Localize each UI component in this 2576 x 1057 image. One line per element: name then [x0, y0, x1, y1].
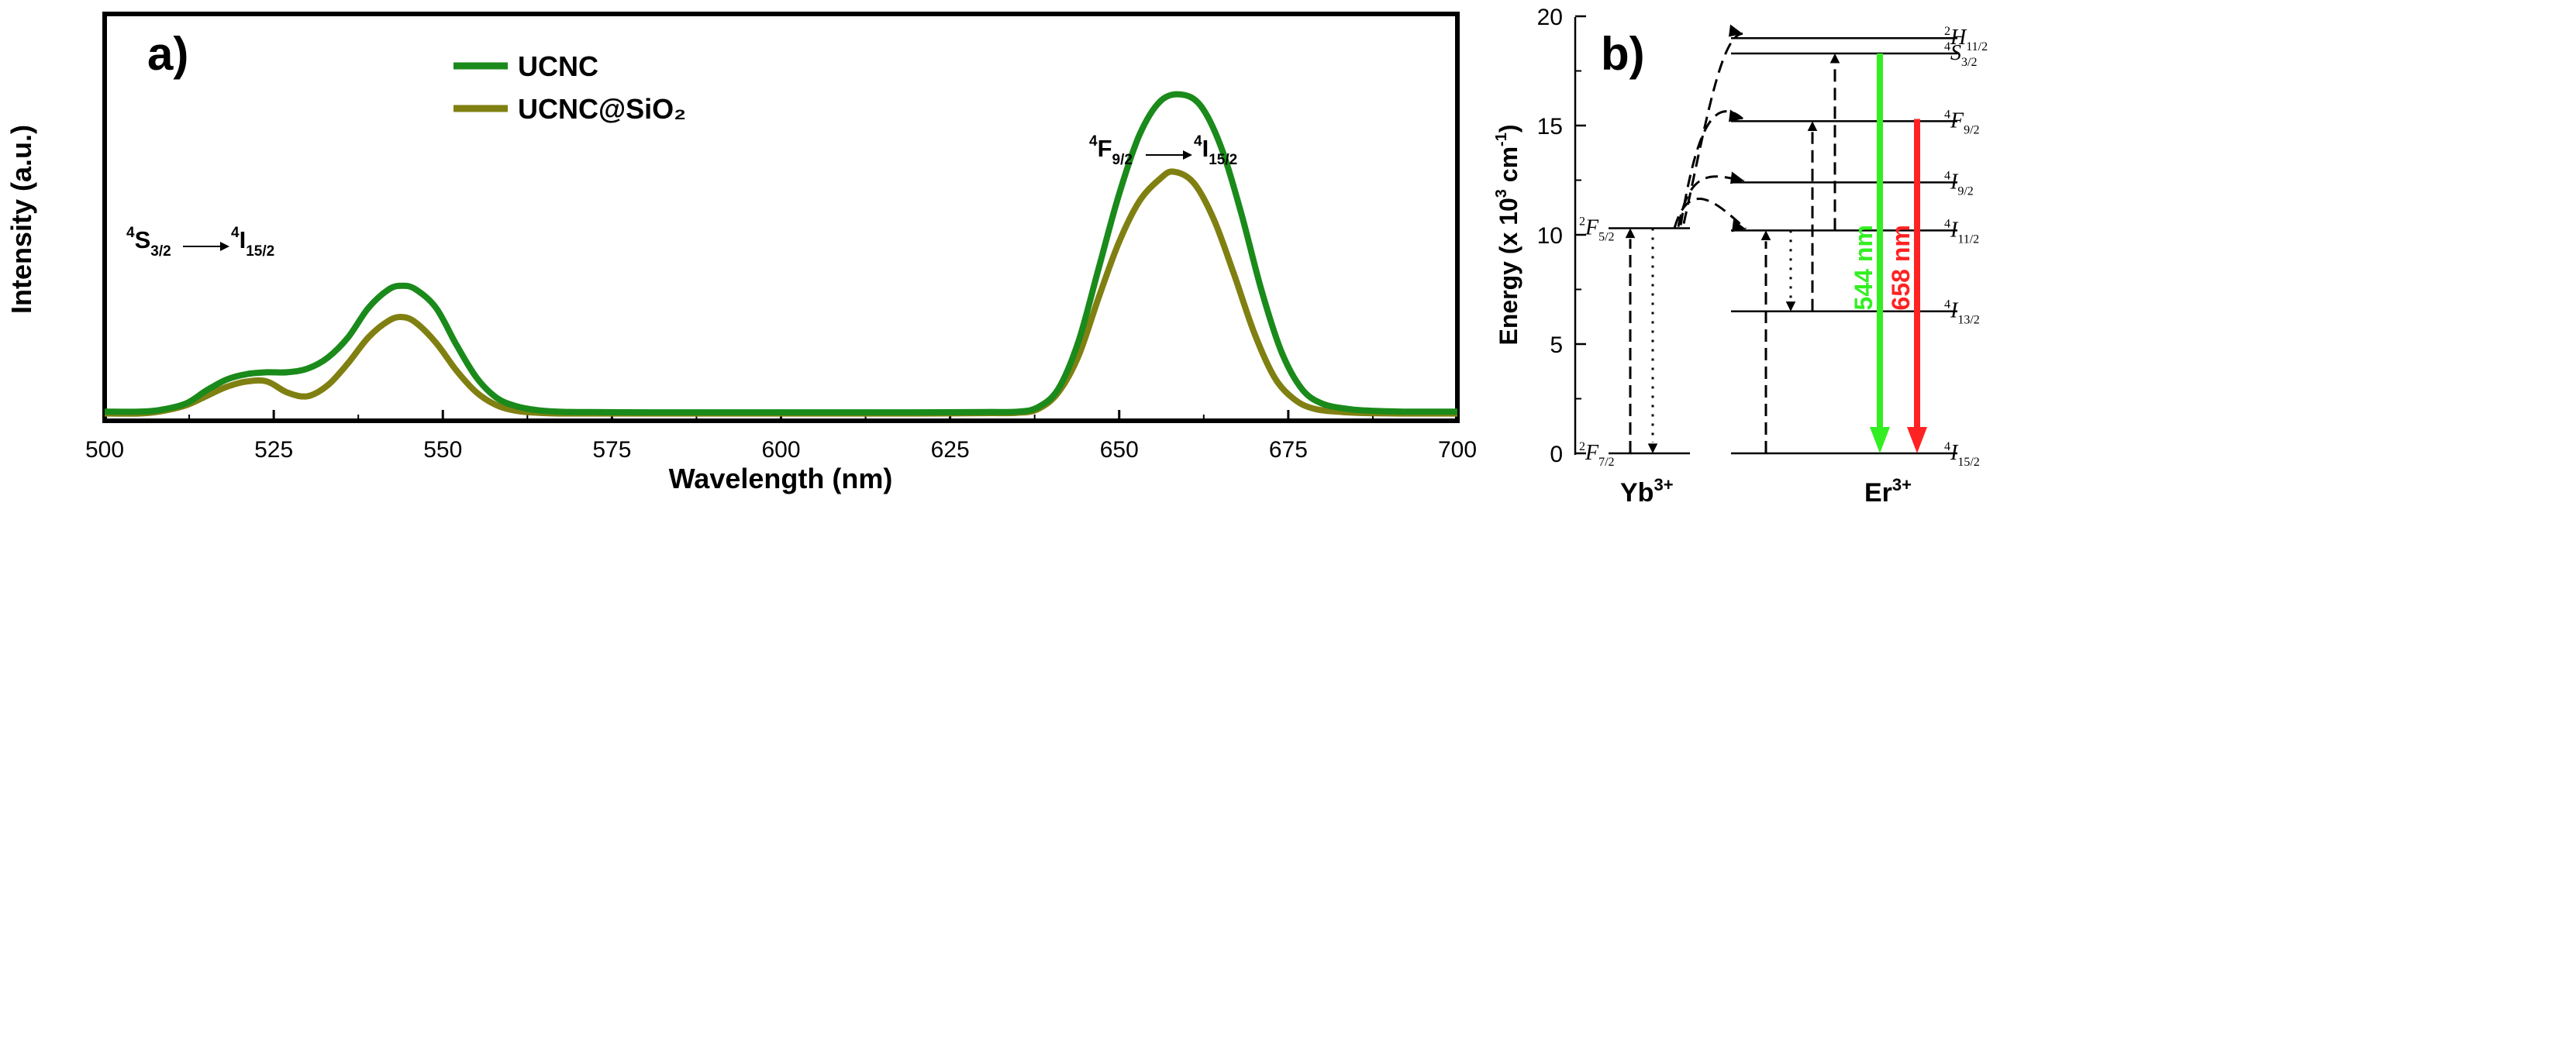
er-level-term: 4I11/2 — [1944, 217, 1979, 246]
legend-label-ucnc: UCNC — [518, 50, 598, 82]
energy-transfer-curve — [1673, 198, 1747, 230]
panel-a: 500 525 550 575 600 625 650 675 700 a) Wavelengt… — [5, 12, 1477, 494]
annotation-sub: 3/2 — [150, 243, 171, 260]
svg-text:4I15/2: 4I15/2 — [1194, 133, 1237, 168]
y-axis-label: Intensity (a.u.) — [5, 125, 37, 314]
annotation-prefix: 4 — [126, 225, 135, 241]
yb-ion-label: Yb3+ — [1620, 475, 1674, 508]
yb-ion-name: Yb — [1620, 478, 1654, 508]
annotation-arrowhead — [1183, 150, 1192, 160]
annotation-sub: 9/2 — [1112, 152, 1133, 168]
energy-transfer-curve — [1679, 110, 1743, 226]
legend: UCNC UCNC@SiO₂ — [453, 50, 686, 125]
er-level-term: 4F9/2 — [1944, 108, 1980, 136]
x-axis-label: Wavelength (nm) — [669, 463, 893, 494]
y-tick-label: 10 — [1537, 223, 1563, 249]
annotation-term: I — [1202, 135, 1209, 162]
emission-544-label: 544 nm — [1850, 225, 1878, 310]
er-level-term: 4I9/2 — [1944, 169, 1974, 198]
yb-level-term: 2F5/2 — [1579, 215, 1615, 244]
energy-label-close: ) — [1495, 124, 1522, 133]
x-tick-label: 550 — [423, 437, 462, 463]
annotation-term: F — [1098, 135, 1112, 162]
er-esa-arrowhead-2 — [1829, 53, 1840, 64]
legend-label-ucnc-sio2: UCNC@SiO₂ — [518, 93, 686, 125]
emission-658-label: 658 nm — [1887, 225, 1915, 310]
plot-a-series — [104, 91, 1457, 417]
er-relaxation-arrowhead — [1785, 301, 1796, 312]
emission-arrows: 544 nm 658 nm — [1850, 53, 1927, 453]
energy-axis-ticks: 0 5 10 15 20 — [1537, 5, 1586, 467]
energy-transfer-arrowhead — [1730, 171, 1744, 184]
y-tick-label: 15 — [1537, 114, 1563, 139]
y-tick-label: 0 — [1550, 442, 1563, 467]
svg-text:4F9/2: 4F9/2 — [1089, 133, 1133, 168]
energy-transfer-curve — [1682, 33, 1743, 224]
energy-label-unit-sup: -1 — [1493, 133, 1510, 146]
svg-text:4S3/2: 4S3/2 — [126, 225, 171, 260]
x-tick-label: 650 — [1100, 437, 1139, 463]
emission-544-arrowhead — [1870, 427, 1890, 453]
er-level-term: 2H11/2 — [1944, 25, 1988, 53]
plot-a-frame — [102, 12, 1460, 423]
yb-absorption-arrowhead — [1625, 228, 1636, 239]
energy-axis-label: Energy (x 103 cm-1) — [1493, 124, 1522, 345]
x-tick-label: 625 — [931, 437, 970, 463]
annotation-term: I — [240, 226, 247, 253]
x-tick-label: 525 — [254, 437, 293, 463]
y-tick-label: 5 — [1550, 332, 1563, 358]
er-level-term: 4I13/2 — [1944, 298, 1980, 327]
panel-a-label: a) — [147, 28, 188, 80]
annotation-prefix: 4 — [1089, 133, 1098, 150]
x-tick-label: 675 — [1269, 437, 1308, 463]
energy-label-text: Energy (x 10 — [1495, 198, 1522, 345]
annotation-prefix: 4 — [231, 225, 240, 241]
er-ion-charge: 3+ — [1892, 475, 1912, 494]
energy-transfer-arrowhead — [1729, 24, 1743, 37]
x-tick-label: 500 — [85, 437, 124, 463]
series-line-ucnc-sio2 — [104, 168, 1457, 417]
er-absorption-arrowhead — [1760, 230, 1771, 240]
y-tick-label: 20 — [1537, 5, 1563, 30]
er-level-term: 4S3/2 — [1944, 40, 1977, 69]
series-line-ucnc — [104, 91, 1457, 416]
x-tick-label: 600 — [761, 437, 800, 463]
annotation-sub: 15/2 — [1209, 152, 1237, 168]
energy-levels: 2F7/2 2F5/2 4I15/2 4I13/2 4I11/2 4I9/2 4F9/2 4S… — [1579, 25, 1988, 469]
er-level-term: 4I15/2 — [1944, 440, 1980, 469]
annotation-green-transition: 4S3/2 4I15/2 — [126, 225, 274, 260]
energy-label-unit: cm — [1495, 146, 1522, 189]
energy-transfer-arrows — [1625, 24, 1840, 453]
er-ion-name: Er — [1864, 478, 1892, 508]
x-tick-label: 575 — [592, 437, 631, 463]
energy-label-sup: 3 — [1493, 189, 1510, 198]
er-esa-arrowhead-1 — [1807, 121, 1818, 131]
emission-658-arrowhead — [1907, 427, 1927, 453]
annotation-red-transition: 4F9/2 4I15/2 — [1089, 133, 1237, 168]
x-tick-label: 700 — [1438, 437, 1477, 463]
yb-level-term: 2F7/2 — [1579, 440, 1615, 469]
x-axis-ticks: 500 525 550 575 600 625 650 675 700 — [85, 410, 1477, 463]
yb-emission-arrowhead — [1647, 443, 1658, 453]
annotation-term: S — [135, 226, 151, 253]
panel-b: 0 5 10 15 20 b) Energy (x 103 cm-1) 2F7/2 2F5… — [1493, 5, 1988, 508]
energy-transfer-arrowhead — [1732, 219, 1746, 232]
yb-ion-charge: 3+ — [1654, 475, 1673, 494]
energy-transfer-arrowhead — [1729, 109, 1743, 122]
annotation-sub: 15/2 — [246, 243, 274, 260]
annotation-prefix: 4 — [1194, 133, 1202, 150]
er-ion-label: Er3+ — [1864, 475, 1912, 508]
panel-b-label: b) — [1601, 28, 1645, 80]
annotation-arrowhead — [220, 242, 229, 251]
svg-text:4I15/2: 4I15/2 — [231, 225, 274, 260]
